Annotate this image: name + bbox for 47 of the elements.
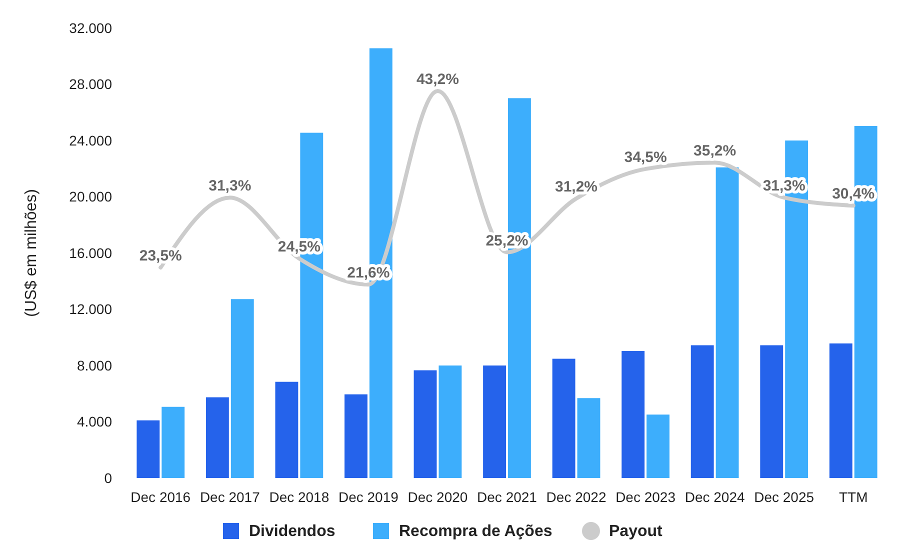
x-tick-label: Dec 2021 [477,489,538,505]
x-tick-label: Dec 2017 [200,489,260,505]
x-tick-label: TTM [838,489,868,505]
bar [344,394,368,478]
data-label: 35,2% [694,142,736,160]
y-axis-title: (US$ em milhões) [23,188,40,318]
x-tick-label: Dec 2024 [684,489,745,505]
legend-label: Recompra de Ações [399,523,552,540]
x-tick-label: Dec 2020 [408,489,468,505]
legend-label: Payout [609,523,664,540]
bar [552,358,576,478]
x-tick-label: Dec 2022 [546,489,606,505]
y-tick-label: 16.000 [69,244,112,261]
data-label: 31,3% [208,178,252,195]
bar [136,420,160,478]
y-tick-label: 8.000 [76,357,112,374]
data-label: 31,2% [555,178,598,196]
x-tick-label: Dec 2023 [616,489,676,505]
x-tick-label: Dec 2018 [269,489,330,505]
bar [760,345,784,478]
bar [483,366,506,478]
bar [206,397,229,478]
y-tick-label: 20.000 [69,188,112,205]
x-tick-label: Dec 2019 [338,489,399,505]
legend-label: Dividendos [249,523,336,540]
x-tick-label: Dec 2016 [130,489,191,505]
bar [414,370,437,478]
y-tick-label: 24.000 [69,132,112,148]
y-tick-label: 32.000 [69,20,112,36]
bar [162,406,185,478]
y-tick-label: 28.000 [69,76,112,92]
bar [275,382,298,478]
data-label: 43,2% [416,71,459,88]
bar [690,345,714,478]
data-label: 23,5% [139,247,182,264]
bar [829,343,852,478]
bar [646,414,670,478]
y-tick-label: 0 [104,470,112,486]
bar [230,299,254,478]
y-tick-label: 12.000 [69,301,112,318]
bar [577,398,600,478]
bar [716,167,739,478]
bar [438,366,462,478]
bar [622,351,645,478]
data-label: 34,5% [624,148,667,166]
y-tick-label: 4.000 [76,414,112,430]
x-tick-label: Dec 2025 [754,489,814,505]
